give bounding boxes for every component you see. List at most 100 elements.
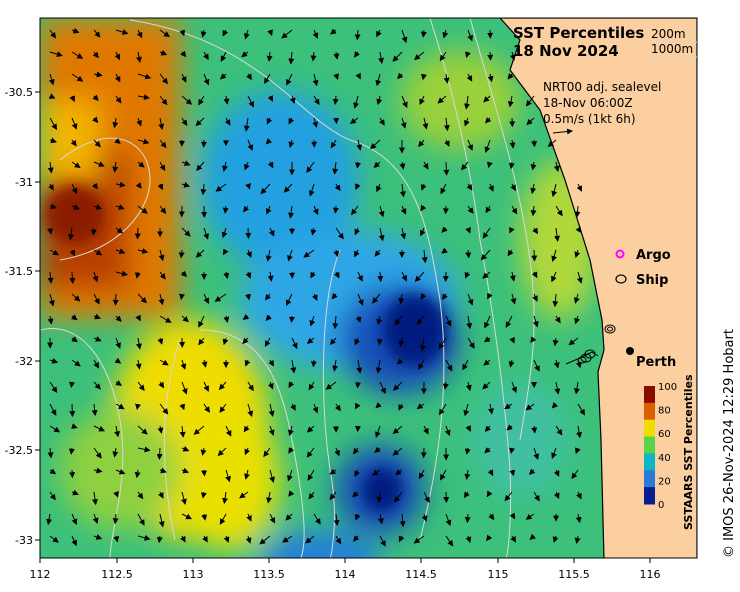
current-arrow-icon	[506, 424, 513, 431]
current-arrow-icon	[504, 403, 513, 410]
current-arrow-icon	[71, 204, 80, 210]
current-arrow-icon	[223, 535, 230, 543]
current-arrow-icon	[69, 249, 76, 257]
colorbar-swatch	[644, 402, 655, 421]
isobath-legend-1000: 1000m	[651, 42, 693, 56]
current-arrow-icon	[156, 447, 163, 460]
current-arrow-icon	[354, 337, 360, 346]
current-arrow-icon	[264, 337, 271, 347]
current-arrow-icon	[422, 117, 429, 130]
current-arrow-icon	[333, 117, 339, 125]
current-arrow-icon	[487, 51, 494, 61]
current-arrow-icon	[92, 271, 99, 283]
current-arrow-icon	[134, 227, 141, 240]
current-arrow-icon	[49, 425, 61, 433]
current-arrow-icon	[329, 337, 337, 346]
credit-text: © IMOS 26-Nov-2024 12:29 Hobart	[722, 329, 737, 558]
current-arrow-icon	[247, 403, 254, 418]
current-arrow-icon	[71, 293, 81, 302]
current-arrow-icon	[49, 203, 57, 210]
current-arrow-icon	[553, 359, 560, 369]
current-arrow-icon	[268, 403, 275, 417]
current-arrow-icon	[329, 468, 337, 475]
current-arrow-icon	[203, 73, 210, 86]
current-arrow-icon	[352, 491, 359, 498]
current-arrow-icon	[310, 359, 317, 368]
current-arrow-icon	[115, 403, 125, 410]
current-arrow-icon	[576, 425, 583, 439]
current-arrow-icon	[49, 491, 56, 501]
current-arrow-icon	[115, 227, 124, 234]
current-arrow-icon	[288, 447, 295, 454]
current-arrow-icon	[507, 95, 514, 108]
current-arrow-icon	[181, 491, 187, 505]
current-arrow-icon	[354, 381, 361, 389]
current-info-line3: 0.5m/s (1kt 6h)	[543, 112, 636, 126]
current-arrow-icon	[157, 337, 164, 345]
current-arrow-icon	[159, 29, 170, 38]
current-arrow-icon	[484, 425, 492, 433]
current-arrow-icon	[482, 381, 491, 390]
current-arrow-icon	[485, 117, 492, 124]
current-arrow-icon	[508, 161, 515, 170]
current-arrow-icon	[267, 271, 274, 282]
current-arrow-icon	[269, 513, 276, 524]
current-arrow-icon	[485, 205, 492, 214]
x-tick-label: 113.5	[253, 568, 285, 581]
current-arrow-icon	[488, 513, 495, 521]
x-tick-label: 113	[183, 568, 204, 581]
current-arrow-icon	[201, 513, 208, 521]
current-arrow-icon	[179, 29, 186, 37]
current-arrow-icon	[47, 271, 54, 284]
perth-label: Perth	[636, 355, 676, 370]
current-arrow-icon	[531, 271, 538, 279]
current-arrow-icon	[395, 469, 403, 476]
current-arrow-icon	[419, 227, 426, 237]
current-arrow-icon	[463, 95, 470, 110]
current-arrow-icon	[288, 51, 295, 65]
current-arrow-icon	[574, 249, 581, 258]
current-arrow-icon	[245, 227, 252, 239]
current-arrow-icon	[218, 381, 227, 391]
current-arrow-icon	[465, 249, 472, 259]
current-arrow-icon	[158, 513, 165, 528]
legend-argo-label: Argo	[636, 248, 671, 263]
current-arrow-icon	[392, 425, 403, 435]
current-arrow-icon	[93, 71, 103, 78]
current-arrow-icon	[285, 513, 293, 521]
current-arrow-icon	[374, 249, 381, 257]
current-arrow-icon	[69, 381, 75, 388]
current-arrow-icon	[372, 293, 381, 304]
magenta-circle-icon	[615, 249, 625, 259]
current-arrow-icon	[115, 315, 122, 322]
current-arrow-icon	[333, 73, 339, 80]
current-arrow-icon	[312, 117, 319, 128]
current-arrow-icon	[91, 182, 98, 190]
current-arrow-icon	[71, 161, 81, 169]
current-arrow-icon	[445, 359, 453, 372]
current-arrow-icon	[198, 337, 205, 346]
current-arrow-icon	[574, 447, 581, 455]
current-arrow-icon	[266, 51, 273, 62]
current-arrow-icon	[445, 315, 452, 327]
current-arrow-icon	[215, 183, 227, 192]
current-arrow-icon	[286, 293, 293, 306]
current-arrow-icon	[247, 381, 254, 392]
current-arrow-icon	[112, 447, 119, 458]
current-arrow-icon	[246, 73, 252, 81]
current-arrow-icon	[222, 205, 229, 214]
current-arrow-icon	[71, 117, 78, 130]
current-arrow-icon	[263, 447, 271, 458]
current-arrow-icon	[332, 315, 339, 330]
current-arrow-icon	[335, 227, 344, 240]
current-arrow-icon	[113, 490, 119, 498]
current-arrow-icon	[178, 249, 185, 259]
current-arrow-icon	[464, 513, 471, 524]
current-arrow-icon	[92, 51, 99, 59]
current-arrow-icon	[511, 381, 517, 394]
current-arrow-icon	[531, 249, 538, 262]
current-arrow-icon	[158, 491, 164, 499]
current-arrow-icon	[576, 491, 582, 500]
x-tick-label: 114.5	[405, 568, 437, 581]
